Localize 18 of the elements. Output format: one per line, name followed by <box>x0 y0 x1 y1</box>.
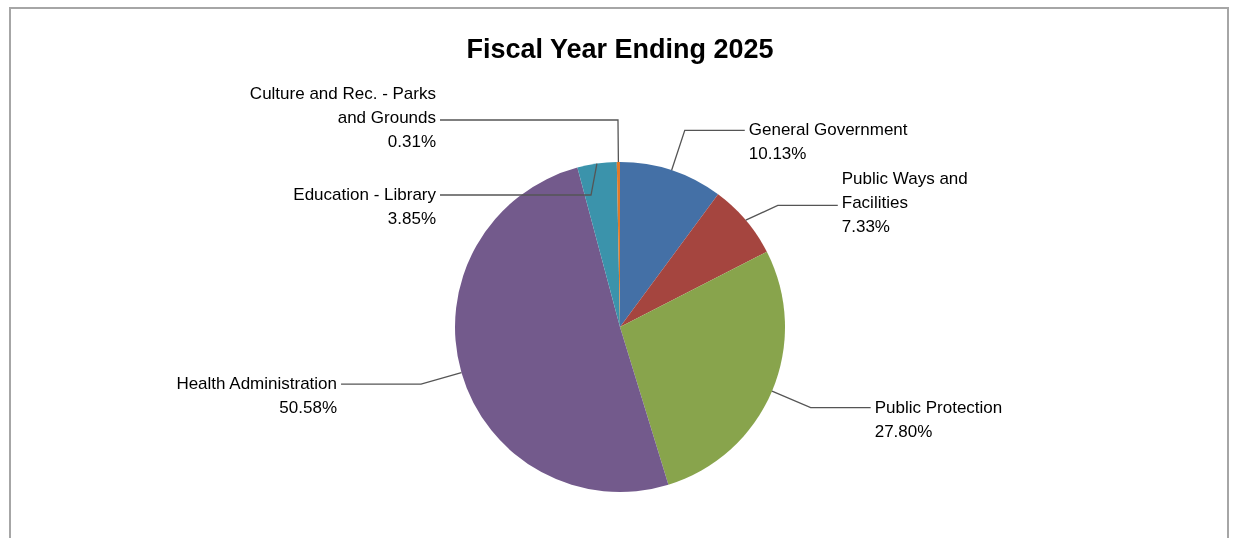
slice-label: Public Protection <box>874 397 1003 417</box>
pie-slice <box>620 251 785 485</box>
pie-slice <box>620 162 719 327</box>
data-label: 50.58% <box>279 398 338 418</box>
data-label: 3.85% <box>387 209 436 229</box>
slice-label: Health Administration <box>176 374 338 394</box>
pie-slice <box>455 167 669 492</box>
data-label: 7.33% <box>841 217 890 237</box>
data-label: 10.13% <box>748 144 807 164</box>
slice-label: General Government <box>748 120 908 140</box>
pie-slice <box>620 194 767 327</box>
slice-label: Public Ways and Facilities <box>841 169 968 213</box>
slice-label: Culture and Rec. - Parks and Grounds <box>249 84 436 128</box>
chart-title: Fiscal Year Ending 2025 <box>466 34 774 64</box>
data-label: 27.80% <box>874 421 933 441</box>
pie-slice <box>577 162 620 327</box>
data-label: 0.31% <box>387 132 436 152</box>
slice-label: Education - Library <box>293 185 437 205</box>
